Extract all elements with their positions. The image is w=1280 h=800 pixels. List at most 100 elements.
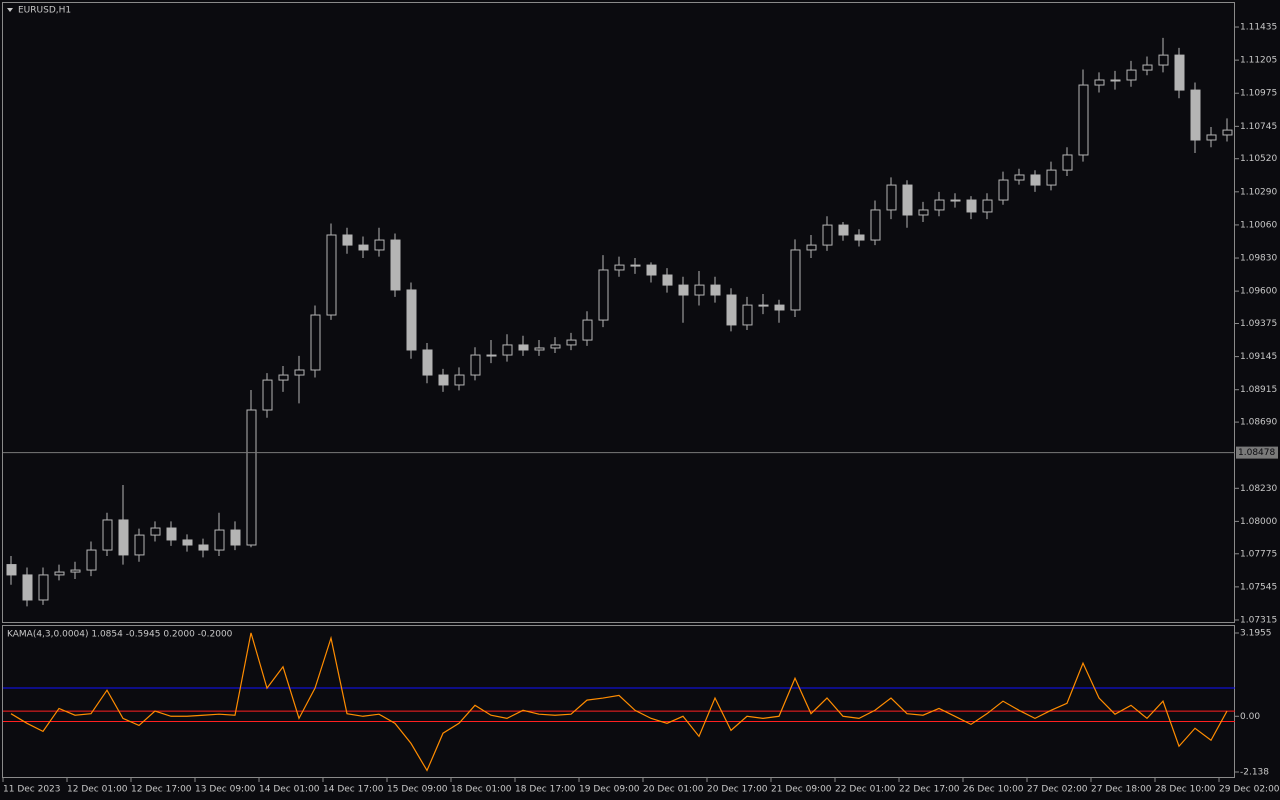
candle-body (1206, 134, 1217, 141)
candle-body (502, 344, 513, 356)
x-tick-label: 22 Dec 17:00 (899, 785, 960, 795)
candle-body (934, 199, 945, 211)
candle-body (454, 374, 465, 386)
x-tick-label: 14 Dec 17:00 (323, 785, 384, 795)
candle-body (630, 264, 641, 267)
x-tick-label: 26 Dec 10:00 (963, 785, 1024, 795)
candle-body (326, 234, 337, 316)
x-tick-label: 12 Dec 01:00 (67, 785, 128, 795)
candle-body (678, 284, 689, 296)
candle-body (438, 374, 449, 386)
y-tick-label: 1.07315 (1240, 615, 1277, 625)
candle-body (166, 527, 177, 541)
y-tick-label: 1.08915 (1240, 385, 1277, 395)
y-tick-label: 1.10290 (1240, 187, 1277, 197)
candle-body (230, 529, 241, 546)
y-tick-label: 0.00 (1240, 712, 1260, 722)
candle-body (742, 304, 753, 326)
candle-body (134, 534, 145, 556)
candle-body (1078, 84, 1089, 156)
candle-body (550, 344, 561, 349)
y-tick-label: 1.07775 (1240, 549, 1277, 559)
symbol-menu-arrow[interactable] (7, 8, 13, 12)
candle-body (102, 519, 113, 551)
kama-line (10, 632, 1228, 772)
y-tick-label: 1.09600 (1240, 287, 1277, 297)
x-tick-label: 22 Dec 01:00 (835, 785, 896, 795)
y-tick-label: 1.09375 (1240, 319, 1277, 329)
candle-body (118, 519, 129, 556)
candle-body (198, 544, 209, 551)
candle-body (1222, 129, 1233, 136)
x-tick-label: 19 Dec 09:00 (579, 785, 640, 795)
candle-body (518, 344, 529, 351)
candle-body (246, 409, 257, 546)
x-tick-label: 12 Dec 17:00 (131, 785, 192, 795)
candle-body (342, 234, 353, 246)
candle-body (806, 244, 817, 251)
candle-body (758, 304, 769, 307)
x-tick-label: 29 Dec 02:00 (1219, 785, 1280, 795)
x-tick-label: 18 Dec 17:00 (515, 785, 576, 795)
y-tick-label: 1.11435 (1240, 23, 1277, 33)
x-tick-label: 27 Dec 02:00 (1027, 785, 1088, 795)
candle-body (982, 199, 993, 213)
candle-body (598, 269, 609, 321)
x-tick-label: 14 Dec 01:00 (259, 785, 320, 795)
x-tick-label: 15 Dec 09:00 (387, 785, 448, 795)
candle-body (1110, 79, 1121, 82)
candle-body (1142, 64, 1153, 71)
candle-body (214, 529, 225, 551)
candle-body (822, 224, 833, 246)
candle-body (902, 184, 913, 216)
candle-body (614, 264, 625, 271)
y-tick-label: 1.08690 (1240, 418, 1277, 428)
y-tick-label: 1.10520 (1240, 154, 1277, 164)
candle-body (38, 574, 49, 601)
candle-body (1190, 89, 1201, 141)
candle-body (998, 179, 1009, 201)
candle-body (22, 574, 33, 601)
candle-body (1174, 54, 1185, 91)
candle-body (918, 209, 929, 216)
y-tick-label: 1.08230 (1240, 484, 1277, 494)
x-tick-label: 11 Dec 2023 (3, 785, 61, 795)
candle-body (662, 274, 673, 286)
candle-body (278, 374, 289, 381)
candle-body (646, 264, 657, 276)
candle-body (854, 234, 865, 241)
y-tick-label: 1.09145 (1240, 352, 1277, 362)
candle-body (54, 571, 65, 576)
x-tick-label: 20 Dec 01:00 (643, 785, 704, 795)
candle-body (470, 354, 481, 376)
candle-body (294, 369, 305, 376)
candle-body (182, 539, 193, 546)
candle-body (486, 354, 497, 357)
candle-body (950, 199, 961, 202)
x-tick-label: 20 Dec 17:00 (707, 785, 768, 795)
candle-body (406, 289, 417, 351)
current-price-tag (1236, 446, 1278, 459)
candle-body (70, 569, 81, 573)
candle-body (358, 244, 369, 251)
x-tick-label: 27 Dec 18:00 (1091, 785, 1152, 795)
y-tick-label: 1.09830 (1240, 254, 1277, 264)
x-tick-label: 21 Dec 09:00 (771, 785, 832, 795)
candle-body (966, 199, 977, 213)
indicator-title: KAMA(4,3,0.0004) 1.0854 -0.5945 0.2000 -… (7, 630, 233, 640)
y-tick-label: 3.1955 (1240, 629, 1272, 639)
candle-body (566, 339, 577, 346)
candle-body (390, 239, 401, 291)
candle-body (534, 347, 545, 351)
y-tick-label: 1.08000 (1240, 517, 1277, 527)
candle-body (1062, 154, 1073, 171)
candle-body (310, 314, 321, 371)
y-tick-label: 1.10060 (1240, 220, 1277, 230)
candle-body (790, 249, 801, 311)
current-price-label: 1.08478 (1238, 448, 1275, 458)
x-tick-label: 28 Dec 10:00 (1155, 785, 1216, 795)
y-tick-label: 1.10745 (1240, 122, 1277, 132)
candle-body (6, 564, 17, 576)
